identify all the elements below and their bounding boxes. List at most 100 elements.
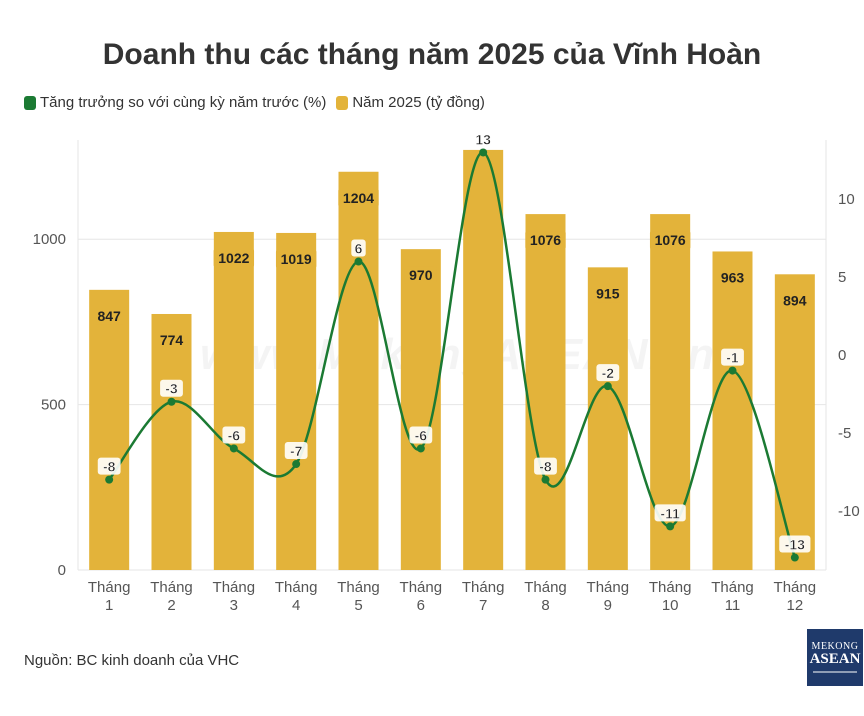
x-axis-tick-label-line: 4 [292,597,300,614]
grid-lines [77,140,827,571]
x-axis-tick-label-line: Tháng [337,579,380,596]
growth-data-label: -3 [165,381,178,397]
growth-data-label: -8 [539,459,552,475]
x-axis-tick-label-line: Tháng [88,579,131,596]
x-axis-tick-label-line: Tháng [400,579,443,596]
legend-label-revenue: Năm 2025 (tỷ đồng) [352,94,485,111]
legend-label-growth: Tăng trưởng so với cùng kỳ năm trước (%) [40,94,327,111]
x-axis-tick-label-line: 12 [786,597,803,614]
bar [338,171,379,570]
bar-label-bg [93,306,126,325]
bar [587,267,628,570]
right-axis-tick-label: 5 [838,269,846,286]
x-axis-tick-label: Tháng 2 [150,579,193,614]
bar-label-bg [404,266,437,285]
x-axis-tick-label: Tháng 7 [462,579,505,614]
x-axis-tick-label: Tháng 3 [213,579,256,614]
x-axis-tick-label-line: 9 [604,597,612,614]
growth-point [666,522,675,531]
x-axis-tick-label-line: 11 [725,597,741,614]
bar [151,313,192,570]
bar-data-label: 915 [596,285,620,301]
bar-label-bg [213,248,255,267]
x-axis-tick-label-line: Tháng [524,579,567,596]
growth-data-label: -13 [785,537,805,553]
legend-item-revenue[interactable]: Năm 2025 (tỷ đồng) [336,94,485,111]
bar [213,231,254,570]
bar [712,251,753,570]
growth-point [354,257,363,266]
x-axis-tick-label-line: Tháng [150,579,193,596]
brand-line1: MEKONG [811,641,859,652]
bar-series [89,149,815,571]
bar-label-bg [649,231,691,250]
line-series: -8 -3 -6 -7 6 -6 13 -8 -2 -11 -1 -13 [97,130,811,562]
source-note: Nguồn: BC kinh doanh của VHC [24,652,240,669]
x-axis-tick-label: Tháng 4 [275,579,318,614]
bar-data-label: 847 [97,308,121,324]
growth-line [108,151,797,558]
growth-data-label: 6 [355,241,363,257]
growth-point [416,444,425,453]
right-axis-tick-label: 10 [838,191,855,208]
growth-data-label: -2 [602,365,615,381]
growth-data-label: -1 [726,350,739,366]
x-axis-tick-label-line: 7 [479,597,487,614]
growth-data-label: 13 [475,131,491,147]
x-axis-tick-label-line: Tháng [462,579,505,596]
x-axis-tick-label-line: 6 [417,597,425,614]
growth-point [790,553,799,562]
growth-point [292,460,301,469]
left-axis-tick-label: 0 [58,562,66,579]
bar [525,214,566,571]
growth-label-bg [97,457,121,475]
bar-data-label: 1076 [655,232,686,248]
bar-label-bg [591,284,624,303]
x-axis-tick-label-line: Tháng [275,579,318,596]
left-axis-tick-label: 500 [41,397,66,414]
growth-point [167,397,176,406]
x-axis-tick-label-line: Tháng [213,579,256,596]
growth-data-label: -8 [103,459,116,475]
x-axis-tick-label: Tháng 12 [774,579,817,614]
growth-data-label: -11 [660,505,680,521]
x-axis-tick-label: Tháng 10 [649,579,692,614]
bar-label-bg [525,231,566,250]
bar [400,249,441,570]
x-axis-tick-label-line: 1 [105,597,113,614]
brand-line2: ASEAN [809,651,861,667]
growth-data-label: -6 [228,427,241,443]
bar [276,232,317,570]
growth-point [541,475,550,484]
x-axis-tick-label: Tháng 11 [711,579,754,614]
growth-label-bg [222,426,246,444]
growth-label-bg [596,364,620,382]
growth-point [603,382,612,391]
x-axis-tick-label-line: Tháng [774,579,817,596]
x-axis-tick-label: Tháng 6 [400,579,443,614]
growth-data-label: -7 [290,443,303,459]
bar-label-bg [155,330,188,349]
growth-label-bg [779,535,811,553]
growth-point [229,444,238,453]
x-axis-tick-label-line: 3 [230,597,238,614]
growth-point [479,148,488,157]
growth-label-bg [654,504,686,522]
bar-data-label: 1022 [218,250,249,266]
x-axis-tick-label-line: 5 [354,597,362,614]
growth-point [728,366,737,375]
left-axis-tick-label: 1000 [33,231,66,248]
growth-label-bg [471,130,495,148]
legend-item-growth[interactable]: Tăng trưởng so với cùng kỳ năm trước (%) [24,94,326,111]
legend-swatch-revenue [336,95,349,110]
growth-label-bg [534,457,557,475]
right-axis-tick-label: -10 [838,503,860,520]
bar-data-label: 970 [409,267,433,283]
growth-point [105,475,114,484]
growth-label-bg [284,442,308,460]
growth-label-bg [160,379,183,397]
x-axis-tick-label-line: Tháng [587,579,630,596]
x-axis-tick-label-line: Tháng [711,579,754,596]
bar-data-label: 1076 [530,232,561,248]
